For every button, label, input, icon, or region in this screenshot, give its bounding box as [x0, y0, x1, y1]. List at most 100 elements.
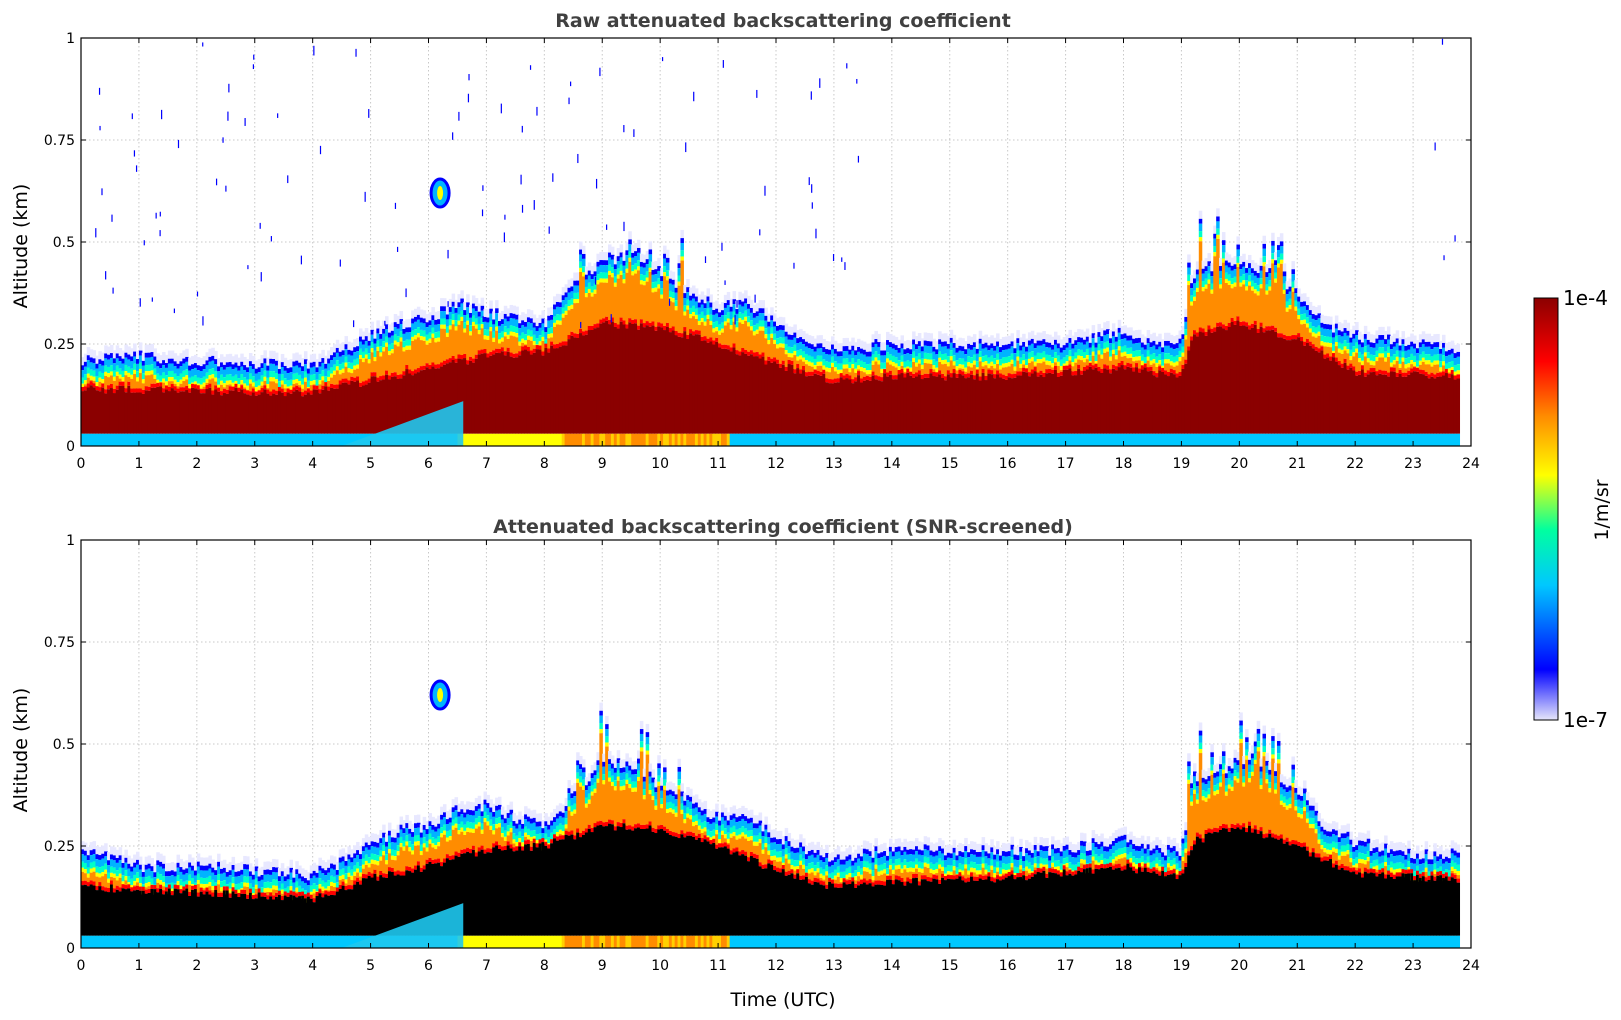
heatmap-cell: [923, 345, 928, 353]
noise-speckle: [394, 202, 397, 209]
heatmap-cell: [483, 433, 488, 446]
noise-speckle: [724, 280, 726, 285]
heatmap-cell: [550, 327, 554, 334]
heatmap-cell: [1401, 344, 1405, 352]
heatmap-cell: [796, 360, 800, 364]
heatmap-cell: [712, 301, 716, 310]
heatmap-cell: [136, 889, 140, 936]
heatmap-cell: [558, 302, 563, 308]
heatmap-cell: [747, 308, 751, 317]
heatmap-cell: [584, 330, 589, 335]
heatmap-cell: [162, 855, 166, 864]
heatmap-cell: [567, 339, 571, 434]
heatmap-cell: [95, 382, 99, 387]
heatmap-cell: [784, 366, 789, 371]
heatmap-cell: [1114, 366, 1119, 371]
heatmap-cell: [810, 362, 815, 367]
heatmap-cell: [1013, 353, 1017, 361]
heatmap-cell: [159, 433, 163, 446]
heatmap-cell: [1387, 372, 1391, 377]
heatmap-cell: [347, 368, 351, 373]
heatmap-cell: [683, 327, 687, 332]
heatmap-cell: [978, 380, 983, 434]
heatmap-cell: [306, 368, 311, 374]
heatmap-cell: [1288, 298, 1293, 306]
heatmap-cell: [1048, 433, 1052, 446]
heatmap-cell: [1010, 333, 1015, 342]
heatmap-cell: [356, 368, 360, 377]
noise-speckle: [405, 288, 407, 298]
heatmap-cell: [732, 317, 737, 322]
heatmap-cell: [1016, 360, 1020, 372]
heatmap-cell: [1245, 268, 1249, 273]
heatmap-cell: [1137, 350, 1142, 357]
heatmap-cell: [1085, 369, 1090, 434]
heatmap-cell: [712, 328, 716, 333]
heatmap-cell: [1442, 371, 1446, 376]
heatmap-cell: [1410, 341, 1414, 347]
heatmap-cell: [512, 313, 516, 319]
heatmap-cell: [984, 334, 988, 343]
heatmap-cell: [761, 352, 766, 357]
heatmap-cell: [1216, 326, 1220, 434]
heatmap-cell: [587, 275, 592, 283]
heatmap-cell: [109, 876, 114, 881]
heatmap-cell: [150, 356, 154, 365]
heatmap-cell: [440, 318, 444, 325]
heatmap-cell: [1262, 266, 1266, 329]
heatmap-cell: [1418, 433, 1423, 446]
heatmap-cell: [1303, 341, 1307, 346]
heatmap-cell: [1442, 334, 1446, 343]
heatmap-cell: [159, 880, 163, 885]
heatmap-cell: [92, 358, 97, 364]
heatmap-cell: [1265, 330, 1269, 434]
heatmap-cell: [196, 861, 201, 867]
heatmap-cell: [214, 377, 218, 382]
heatmap-cell: [576, 298, 580, 304]
heatmap-cell: [385, 324, 389, 330]
heatmap-cell: [115, 880, 120, 886]
heatmap-cell: [1430, 362, 1434, 367]
heatmap-cell: [749, 312, 754, 321]
heatmap-cell: [1242, 284, 1246, 322]
heatmap-cell: [1294, 300, 1298, 307]
heatmap-cell: [807, 361, 812, 366]
heatmap-cell: [694, 433, 699, 446]
heatmap-cell: [121, 386, 126, 434]
heatmap-cell: [804, 353, 809, 361]
heatmap-cell: [550, 433, 554, 446]
heatmap-cell: [1143, 367, 1148, 434]
heatmap-cell: [1265, 264, 1269, 273]
heatmap-cell: [532, 433, 537, 446]
heatmap-cell: [1065, 361, 1070, 366]
heatmap-cell: [338, 351, 343, 357]
heatmap-cell: [474, 311, 479, 319]
heatmap-cell: [524, 345, 528, 350]
heatmap-cells: [81, 177, 1461, 446]
x-tick-label: 11: [709, 456, 727, 472]
heatmap-cell: [660, 276, 664, 282]
heatmap-cell: [819, 371, 823, 376]
heatmap-cell: [138, 388, 143, 393]
heatmap-cell: [1106, 321, 1110, 330]
heatmap-cell: [127, 359, 131, 367]
noise-speckle: [101, 188, 103, 196]
heatmap-cell: [839, 343, 844, 352]
heatmap-cell: [196, 892, 201, 897]
heatmap-cell: [1224, 278, 1229, 284]
heatmap-cell: [1080, 349, 1084, 357]
heatmap-cell: [257, 394, 262, 434]
heatmap-cell: [926, 363, 931, 374]
heatmap-cell: [107, 359, 111, 367]
heatmap-cell: [440, 298, 444, 307]
heatmap-cell: [237, 883, 241, 890]
y-tick-label: 0.25: [44, 337, 75, 353]
heatmap-cell: [767, 326, 771, 334]
heatmap-cell: [1016, 338, 1020, 344]
heatmap-cell: [770, 327, 774, 334]
heatmap-cell: [1337, 330, 1342, 336]
heatmap-cell: [83, 862, 88, 870]
heatmap-cell: [330, 383, 334, 388]
heatmap-cell: [248, 379, 253, 384]
heatmap-cell: [770, 358, 774, 363]
